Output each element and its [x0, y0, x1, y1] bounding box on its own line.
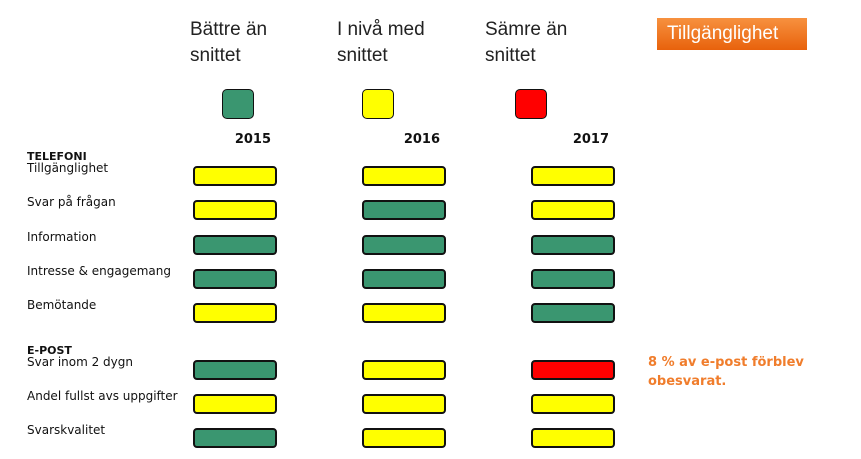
- status-cell: [531, 268, 615, 289]
- row-label: Tillgänglighet: [27, 161, 109, 175]
- status-cell: [362, 234, 446, 255]
- status-cell: [362, 268, 446, 289]
- status-cell: [531, 166, 615, 186]
- status-cell: [193, 234, 277, 255]
- legend-swatch: [362, 89, 394, 119]
- section-title: TELEFONI: [27, 150, 87, 163]
- status-cell: [362, 359, 446, 380]
- status-cell: [193, 428, 277, 449]
- legend-swatch: [222, 89, 254, 119]
- row-label: Information: [27, 229, 97, 244]
- status-cell: [362, 166, 446, 186]
- status-cell: [531, 234, 615, 255]
- legend-label: Bättre än snittet: [190, 19, 268, 66]
- status-cell: [531, 428, 615, 449]
- year-label: 2015: [234, 132, 271, 147]
- status-cell: [531, 303, 615, 324]
- row-label: Intresse & engagemang: [27, 263, 171, 278]
- section-title: E-POST: [27, 343, 72, 357]
- status-cell: [193, 200, 277, 221]
- status-cell: [193, 268, 277, 289]
- status-cell: [362, 393, 446, 414]
- status-cell: [531, 393, 615, 414]
- status-cell: [193, 166, 277, 186]
- status-cell: [531, 359, 615, 380]
- status-cell: [362, 200, 446, 221]
- legend-swatch: [515, 89, 547, 119]
- year-label: 2017: [572, 132, 609, 147]
- status-cell: [531, 200, 615, 221]
- row-label: Bemötande: [27, 298, 97, 313]
- row-label: Svar inom 2 dygn: [27, 354, 133, 369]
- status-cell: [193, 359, 277, 380]
- row-label: Svar på frågan: [27, 195, 116, 210]
- year-label: 2016: [403, 132, 440, 147]
- status-cell: [362, 428, 446, 449]
- status-cell: [193, 303, 277, 324]
- legend-label: I nivå med snittet: [337, 19, 425, 66]
- status-cell: [362, 303, 446, 324]
- topic-tag: Tillgänglighet: [657, 18, 807, 50]
- annotation: 8 % av e-post förblev obesvarat.: [648, 355, 804, 389]
- row-label: Svarskvalitet: [27, 423, 106, 438]
- legend-label: Sämre än snittet: [485, 19, 568, 66]
- row-label: Andel fullst avs uppgifter: [27, 388, 178, 403]
- status-cell: [193, 393, 277, 414]
